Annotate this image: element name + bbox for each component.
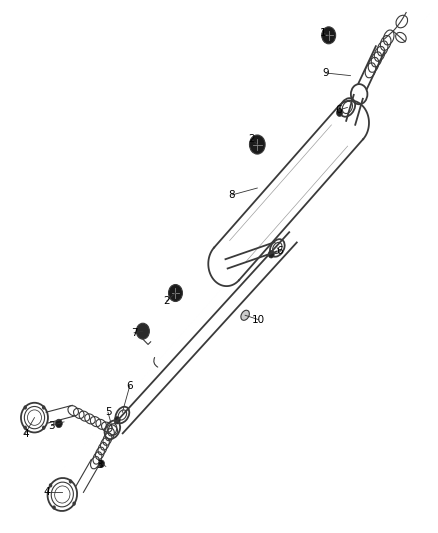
Text: 8: 8 <box>229 190 235 200</box>
Circle shape <box>55 419 62 427</box>
Text: 9: 9 <box>322 68 329 78</box>
Ellipse shape <box>241 310 249 320</box>
Circle shape <box>24 426 27 430</box>
Circle shape <box>169 285 183 302</box>
Text: 6: 6 <box>127 381 133 391</box>
Circle shape <box>49 483 52 488</box>
Text: 3: 3 <box>48 421 55 431</box>
Circle shape <box>72 502 76 506</box>
Circle shape <box>69 479 72 483</box>
Text: 10: 10 <box>251 314 265 325</box>
Circle shape <box>42 426 46 430</box>
Text: 6: 6 <box>336 105 342 115</box>
Text: 4: 4 <box>44 487 50 497</box>
Circle shape <box>42 406 46 410</box>
Circle shape <box>268 251 274 258</box>
Circle shape <box>136 323 149 339</box>
Text: 2: 2 <box>163 296 170 306</box>
Text: 3: 3 <box>96 461 102 470</box>
Circle shape <box>250 135 265 154</box>
Circle shape <box>24 406 27 410</box>
Circle shape <box>53 505 56 510</box>
Text: 5: 5 <box>105 407 111 417</box>
Circle shape <box>114 417 120 424</box>
Text: 2: 2 <box>248 134 255 144</box>
Text: 6: 6 <box>277 246 283 256</box>
Text: 4: 4 <box>22 429 28 439</box>
Text: 1: 1 <box>320 28 327 38</box>
Text: 7: 7 <box>131 328 138 338</box>
Circle shape <box>336 109 343 116</box>
Circle shape <box>99 460 105 467</box>
Circle shape <box>322 27 336 44</box>
